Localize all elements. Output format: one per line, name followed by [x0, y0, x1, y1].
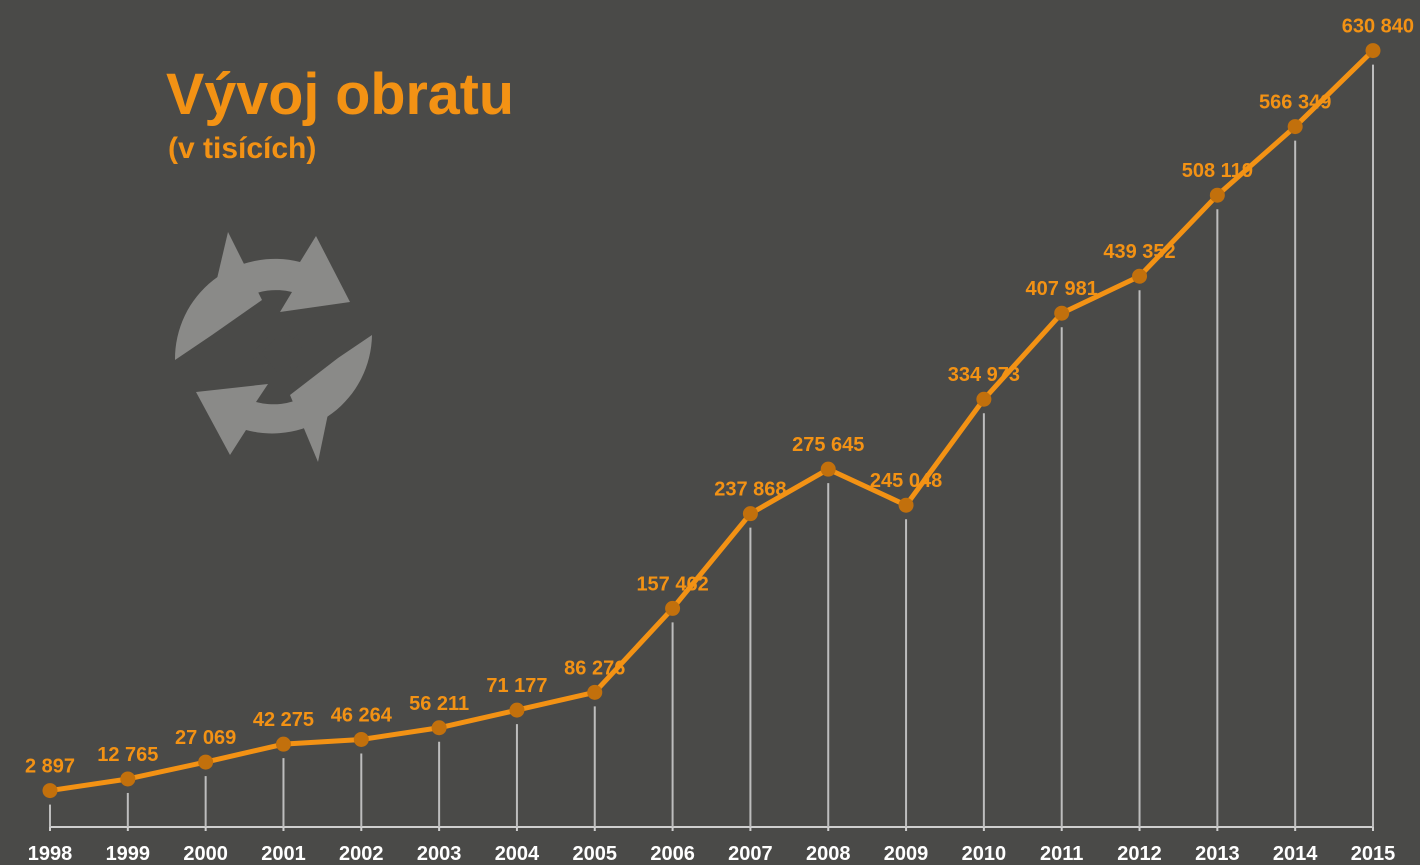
icon-arrow: [196, 335, 372, 455]
x-tick-label: 2004: [495, 843, 540, 865]
data-label: 2 897: [25, 756, 75, 778]
icon-text: Kč: [241, 327, 307, 385]
x-tick-label: 2001: [261, 843, 306, 865]
point: [198, 754, 214, 770]
chart-title: Vývoj obratu: [166, 62, 514, 127]
point: [1054, 305, 1070, 321]
data-label: 407 981: [1026, 278, 1098, 300]
data-label: 237 868: [714, 479, 786, 501]
data-label: 275 645: [792, 434, 864, 456]
data-label: 566 349: [1259, 92, 1331, 114]
x-tick-label: 2005: [573, 843, 618, 865]
point: [665, 600, 681, 616]
point: [976, 391, 992, 407]
data-label: 56 211: [409, 693, 469, 715]
x-tick-label: 2013: [1195, 843, 1240, 865]
data-label: 630 840: [1342, 16, 1414, 38]
point: [898, 497, 914, 513]
point: [1132, 268, 1148, 284]
icon-arrow-head: [290, 358, 338, 462]
x-tick-label: 2003: [417, 843, 462, 865]
x-tick-label: 2000: [183, 843, 228, 865]
point: [431, 720, 447, 736]
data-label: 245 048: [870, 470, 942, 492]
icon-arrow: [174, 236, 350, 360]
x-tick-label: 2015: [1351, 843, 1396, 865]
data-label: 334 973: [948, 364, 1020, 386]
chart-subtitle: (v tisících): [168, 132, 316, 165]
x-tick-label: 1998: [28, 843, 73, 865]
x-tick-label: 2006: [650, 843, 695, 865]
data-label: 508 119: [1182, 160, 1253, 182]
point: [509, 702, 525, 718]
data-label: 46 264: [331, 704, 393, 726]
point: [1209, 187, 1225, 203]
x-tick-label: 2011: [1040, 843, 1083, 865]
data-label: 27 069: [175, 727, 236, 749]
x-tick-label: 2009: [884, 843, 929, 865]
data-label: 42 275: [253, 709, 314, 731]
x-tick-label: 2012: [1117, 843, 1162, 865]
x-tick-label: 2014: [1273, 843, 1318, 865]
point: [120, 771, 136, 787]
x-tick-label: 2002: [339, 843, 384, 865]
x-tick-label: 2010: [962, 843, 1007, 865]
data-label: 12 765: [97, 744, 158, 766]
data-label: 439 352: [1103, 241, 1175, 263]
line: [49, 48, 1375, 794]
point: [1287, 119, 1303, 135]
icon: Kč: [174, 232, 372, 462]
point: [587, 684, 603, 700]
data-label: 71 177: [486, 675, 547, 697]
point: [353, 731, 369, 747]
point: [42, 783, 58, 799]
point: [820, 461, 836, 477]
data-label: 157 462: [636, 573, 708, 595]
point: [742, 506, 758, 522]
point: [275, 736, 291, 752]
icon-arrow-head: [212, 232, 262, 335]
x-tick-label: 2008: [806, 843, 851, 865]
x-tick-label: 2007: [728, 843, 773, 865]
data-label: 86 276: [564, 657, 625, 679]
x-tick-label: 1999: [106, 843, 151, 865]
point: [1365, 43, 1381, 59]
